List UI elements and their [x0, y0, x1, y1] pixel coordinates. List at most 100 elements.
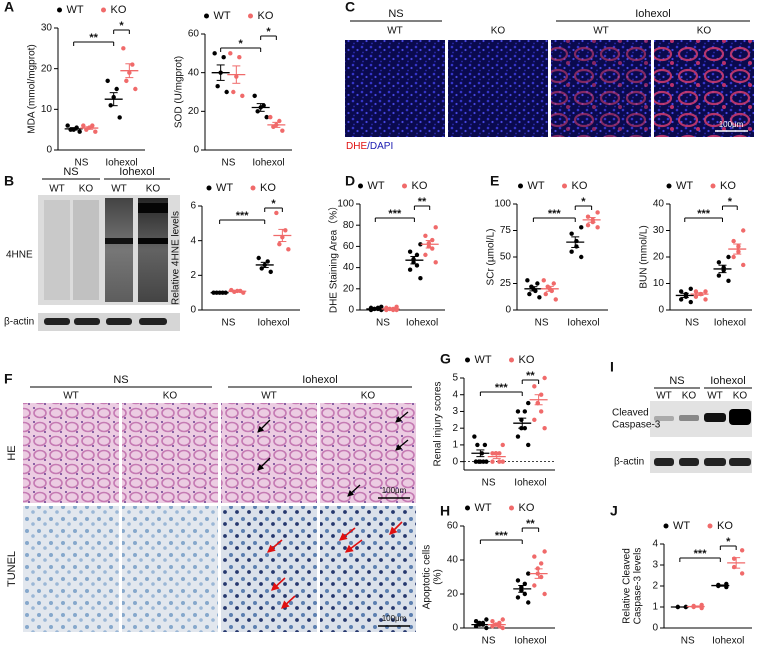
data-point [526, 400, 531, 406]
y-tick-label: 0 [505, 305, 511, 316]
data-point [542, 549, 547, 554]
data-point [532, 384, 537, 389]
y-axis-label: Caspase-3 levels [633, 548, 644, 625]
stain-label: DHE/DAPI [346, 141, 393, 152]
y-tick-label: 20 [447, 589, 459, 600]
y-tick-label: 100 [494, 199, 511, 210]
x-tick-label: Iohexol [514, 636, 546, 647]
data-point [212, 51, 217, 56]
western-blot-4hne [38, 195, 180, 331]
data-point [105, 78, 110, 84]
data-point [228, 51, 233, 56]
y-tick-label: 1 [652, 602, 658, 613]
x-tick-label: NS [75, 158, 89, 169]
data-point [542, 425, 547, 431]
y-tick-label: 0 [658, 305, 664, 316]
group-label: NS [669, 375, 684, 387]
data-point [423, 252, 428, 258]
y-axis-label: (%) [433, 569, 444, 585]
y-tick-label: 0 [652, 623, 658, 634]
y-tick-label: 0 [452, 456, 458, 467]
data-point [537, 295, 542, 300]
y-tick-label: 40 [447, 555, 459, 566]
y-tick-label: 20 [188, 106, 200, 117]
y-tick-label: 80 [343, 220, 355, 231]
group-label: Iohexol [119, 166, 154, 178]
y-tick-label: 0 [190, 305, 196, 316]
y-tick-label: 10 [653, 278, 665, 289]
x-tick-label: Iohexol [406, 318, 438, 329]
data-point [231, 89, 236, 95]
legend-marker [250, 185, 256, 191]
data-point [542, 591, 547, 597]
data-point [472, 434, 477, 439]
data-point [522, 409, 528, 414]
significance-label: * [239, 38, 244, 50]
data-point [515, 434, 521, 439]
panel-letter: E [490, 173, 499, 189]
legend-marker [518, 183, 523, 189]
group-label: Iohexol [635, 8, 670, 20]
data-point [515, 595, 521, 600]
data-point [240, 93, 245, 99]
data-point [379, 304, 384, 310]
significance-label: *** [548, 208, 562, 220]
significance-label: * [266, 26, 271, 38]
data-point [256, 255, 261, 261]
data-point [478, 459, 483, 464]
y-tick-label: 3 [652, 560, 658, 571]
data-point [569, 231, 574, 236]
group-label: Iohexol [302, 374, 337, 386]
x-tick-label: Iohexol [712, 636, 744, 647]
legend-label: KO [519, 502, 535, 514]
significance-label: * [119, 20, 124, 32]
y-axis-label: BUN (mmol/L) [639, 225, 650, 288]
data-point [726, 254, 731, 260]
data-point [475, 442, 480, 448]
data-point [252, 93, 257, 99]
data-point [678, 297, 684, 302]
legend-marker [666, 183, 672, 189]
x-tick-label: Iohexol [252, 158, 284, 169]
significance-label: * [728, 196, 733, 208]
y-tick-label: 20 [41, 63, 53, 74]
data-point [423, 233, 428, 238]
data-point [731, 238, 736, 244]
y-axis-label: SCr (µmol/L) [486, 229, 497, 286]
data-point [407, 267, 413, 272]
legend-marker [248, 13, 253, 19]
data-point [522, 591, 528, 597]
panel-letter: C [345, 0, 355, 15]
data-point [221, 55, 226, 60]
legend-label: KO [720, 180, 736, 192]
y-axis-label: Relative Cleaved [622, 548, 633, 624]
x-tick-label: NS [376, 318, 390, 329]
y-tick-label: 4 [452, 389, 458, 400]
x-tick-label: NS [681, 636, 695, 647]
significance-label: * [581, 196, 586, 208]
data-point [274, 210, 279, 216]
data-point [430, 237, 435, 243]
column-label: WT [111, 184, 127, 195]
data-point [716, 273, 722, 278]
significance-label: ** [526, 370, 535, 382]
data-point [739, 548, 745, 553]
panel-letter: B [4, 173, 14, 189]
data-point [81, 123, 86, 128]
data-point [541, 278, 546, 283]
blot-target: Cleaved [612, 408, 649, 419]
panel-letter: I [610, 359, 614, 375]
legend-label: WT [676, 180, 693, 192]
legend-label: WT [368, 180, 385, 192]
data-point [484, 625, 489, 631]
panel-letter: A [4, 0, 14, 15]
legend-label: KO [111, 4, 127, 16]
y-axis-label: Apoptotic cells [422, 545, 433, 609]
data-point [542, 375, 547, 381]
panel-letter: J [610, 503, 618, 519]
data-point [482, 442, 488, 448]
data-point [543, 291, 548, 297]
significance-label: *** [495, 382, 509, 394]
data-point [688, 286, 693, 291]
